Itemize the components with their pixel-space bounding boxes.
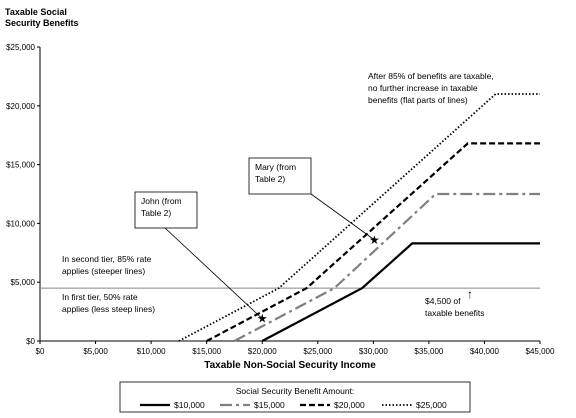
legend-label: $20,000 — [334, 400, 365, 410]
after-85-note-line: benefits (flat parts of lines) — [368, 95, 468, 105]
y-tick-label: $0 — [26, 337, 35, 346]
annotations: After 85% of benefits are taxable, no fur… — [62, 71, 494, 318]
john-label-box — [134, 191, 198, 229]
x-axis-title: Taxable Non-Social Security Income — [204, 360, 376, 371]
x-tick-label: $0 — [36, 347, 45, 356]
markers: ★★ — [164, 193, 380, 326]
mary-label-box — [248, 157, 312, 195]
x-tick-label: $15,000 — [192, 347, 221, 356]
y-tick-label: $15,000 — [6, 161, 35, 170]
john-label-line: John (from — [141, 196, 182, 206]
john-label-line: Table 2) — [141, 208, 171, 218]
legend-title: Social Security Benefit Amount: — [236, 386, 355, 396]
x-tick-label: $20,000 — [248, 347, 277, 356]
mary-star: ★ — [369, 233, 380, 247]
threshold-note-line: $4,500 of — [425, 296, 461, 306]
x-tick-label: $30,000 — [359, 347, 388, 356]
series-lines — [178, 93, 540, 342]
series-line-20000 — [206, 142, 540, 342]
x-tick-label: $25,000 — [303, 347, 332, 356]
mary-label-line: Mary (from — [255, 162, 296, 172]
john-star: ★ — [257, 312, 268, 326]
threshold-note-line: taxable benefits — [425, 308, 485, 318]
first-tier-note-line: In first tier, 50% rate — [62, 292, 138, 302]
x-tick-label: $10,000 — [137, 347, 166, 356]
y-tick-label: $20,000 — [6, 102, 35, 111]
mary-label-line: Table 2) — [255, 174, 285, 184]
after-85-note-line: After 85% of benefits are taxable, — [368, 71, 494, 81]
x-tick-label: $5,000 — [83, 347, 108, 356]
legend-label: $15,000 — [254, 400, 285, 410]
john-pointer-line — [164, 227, 263, 319]
x-tick-label: $45,000 — [526, 347, 555, 356]
series-line-15000 — [233, 192, 540, 342]
y-axis-title-line-2: Security Benefits — [5, 18, 79, 28]
y-tick-label: $5,000 — [11, 278, 36, 287]
mary-pointer-line — [310, 193, 375, 241]
x-tick-label: $40,000 — [470, 347, 499, 356]
legend-box — [119, 381, 471, 413]
second-tier-note-line: In second tier, 85% rate — [62, 254, 152, 264]
up-arrow-icon: ↑ — [467, 287, 473, 301]
legend-label: $10,000 — [174, 400, 205, 410]
x-tick-label: $35,000 — [414, 347, 443, 356]
series-line-25000 — [178, 93, 540, 342]
y-tick-label: $10,000 — [6, 219, 35, 228]
after-85-note-line: no further increase in taxable — [368, 83, 478, 93]
second-tier-note-line: applies (steeper lines) — [62, 266, 145, 276]
first-tier-note-line: applies (less steep lines) — [62, 304, 155, 314]
y-axis-title-line-1: Taxable Social — [5, 7, 67, 17]
legend-label: $25,000 — [416, 400, 447, 410]
series-line-10000 — [261, 242, 540, 342]
legend: Social Security Benefit Amount: $10,000 $1… — [119, 381, 471, 413]
y-tick-label: $25,000 — [6, 43, 35, 52]
